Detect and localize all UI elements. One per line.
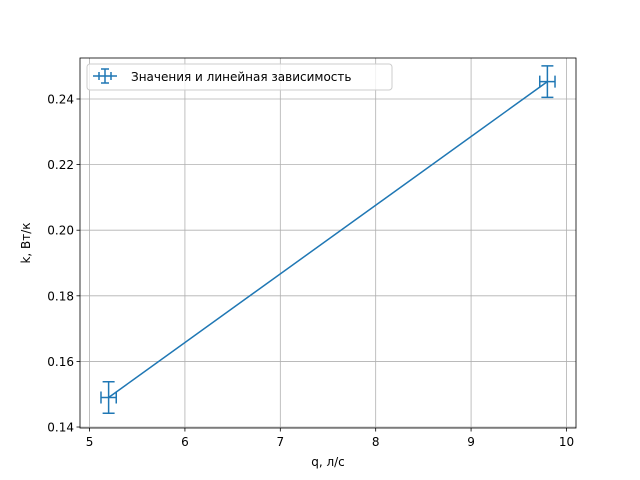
legend: Значения и линейная зависимость	[86, 63, 393, 91]
y-tick-label: 0.22	[47, 158, 74, 172]
data-point-errorbar	[539, 65, 556, 99]
x-tick-label: 7	[276, 435, 284, 449]
legend-marker	[93, 68, 117, 84]
x-tick-label: 10	[559, 435, 574, 449]
x-axis-label: q, л/с	[311, 455, 345, 469]
series-line	[108, 81, 548, 399]
legend-box	[86, 63, 393, 91]
plot-frame	[79, 57, 577, 429]
y-tick-label: 0.24	[47, 93, 74, 107]
y-axis: 0.14 0.16 0.18 0.20 0.22 0.24	[47, 93, 80, 435]
x-tick-label: 5	[86, 435, 94, 449]
y-tick-label: 0.16	[47, 355, 74, 369]
x-tick-label: 9	[467, 435, 475, 449]
x-axis: 5 6 7 8 9 10	[86, 428, 574, 449]
x-tick-label: 8	[372, 435, 380, 449]
series-layer	[100, 65, 556, 414]
y-tick-label: 0.18	[47, 289, 74, 303]
x-tick-label: 6	[181, 435, 189, 449]
legend-label: Значения и линейная зависимость	[131, 70, 351, 84]
data-point-errorbar	[100, 381, 117, 414]
y-tick-label: 0.20	[47, 224, 74, 238]
y-axis-label: k, Вт/к	[19, 222, 33, 263]
plot-area	[80, 58, 576, 428]
y-tick-label: 0.14	[47, 421, 74, 435]
grid	[80, 58, 576, 428]
